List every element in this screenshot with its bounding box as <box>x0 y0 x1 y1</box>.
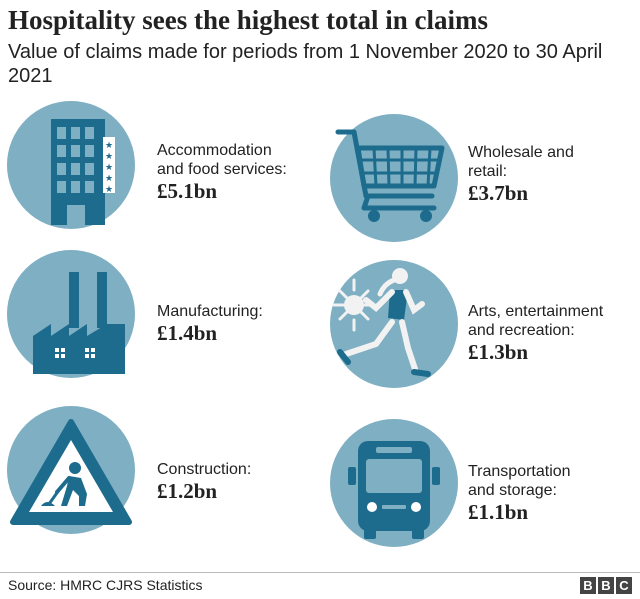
shopping-trolley-icon <box>330 114 458 242</box>
chart-subtitle: Value of claims made for periods from 1 … <box>8 41 603 87</box>
sector-label-construction: Construction: £1.2bn <box>157 460 322 503</box>
footer-divider <box>0 572 640 573</box>
bus-icon <box>330 419 458 547</box>
sector-circle-manufacturing <box>7 250 135 378</box>
sector-label-wholesale: Wholesale and retail: £3.7bn <box>468 143 633 205</box>
svg-text:★: ★ <box>105 174 113 184</box>
runner-icon <box>330 260 458 388</box>
sector-name: Arts, entertainment and recreation: <box>468 303 604 339</box>
source-note: Source: HMRC CJRS Statistics <box>8 577 203 593</box>
sector-label-transportation: Transportation and storage: £1.1bn <box>468 462 633 524</box>
chart-title: Hospitality sees the highest total in cl… <box>8 5 488 35</box>
sector-label-arts: Arts, entertainment and recreation: £1.3… <box>468 302 633 364</box>
svg-text:★: ★ <box>105 152 113 162</box>
sector-name: Construction: <box>157 461 252 478</box>
sector-value: £1.2bn <box>157 479 218 503</box>
sector-label-manufacturing: Manufacturing: £1.4bn <box>157 302 322 345</box>
sector-value: £1.4bn <box>157 321 218 345</box>
sector-name: Manufacturing: <box>157 303 263 320</box>
sector-value: £1.3bn <box>468 340 529 364</box>
svg-text:★: ★ <box>105 185 113 195</box>
sector-circle-arts <box>330 260 458 388</box>
bbc-logo-block: B <box>598 577 614 594</box>
svg-text:★: ★ <box>105 141 113 151</box>
hotel-building-icon: ★★★★★ <box>7 101 135 229</box>
sector-circle-construction <box>7 406 135 534</box>
sector-circle-transportation <box>330 419 458 547</box>
factory-icon <box>7 250 135 378</box>
bbc-logo-block: B <box>580 577 596 594</box>
sector-circle-accommodation: ★ ★ ★ ★ ★ <box>7 101 135 229</box>
sector-name: Wholesale and retail: <box>468 144 574 180</box>
roadworks-sign-icon <box>7 406 135 534</box>
sector-value: £1.1bn <box>468 500 529 524</box>
sector-name: Accommodation and food services: <box>157 142 287 178</box>
sector-value: £5.1bn <box>157 179 218 203</box>
bbc-logo-block: C <box>616 577 632 594</box>
sector-circle-wholesale <box>330 114 458 242</box>
sector-label-accommodation: Accommodation and food services: £5.1bn <box>157 141 322 203</box>
sector-value: £3.7bn <box>468 181 529 205</box>
svg-text:★: ★ <box>105 163 113 173</box>
bbc-logo: B B C <box>580 577 632 594</box>
sector-name: Transportation and storage: <box>468 463 571 499</box>
